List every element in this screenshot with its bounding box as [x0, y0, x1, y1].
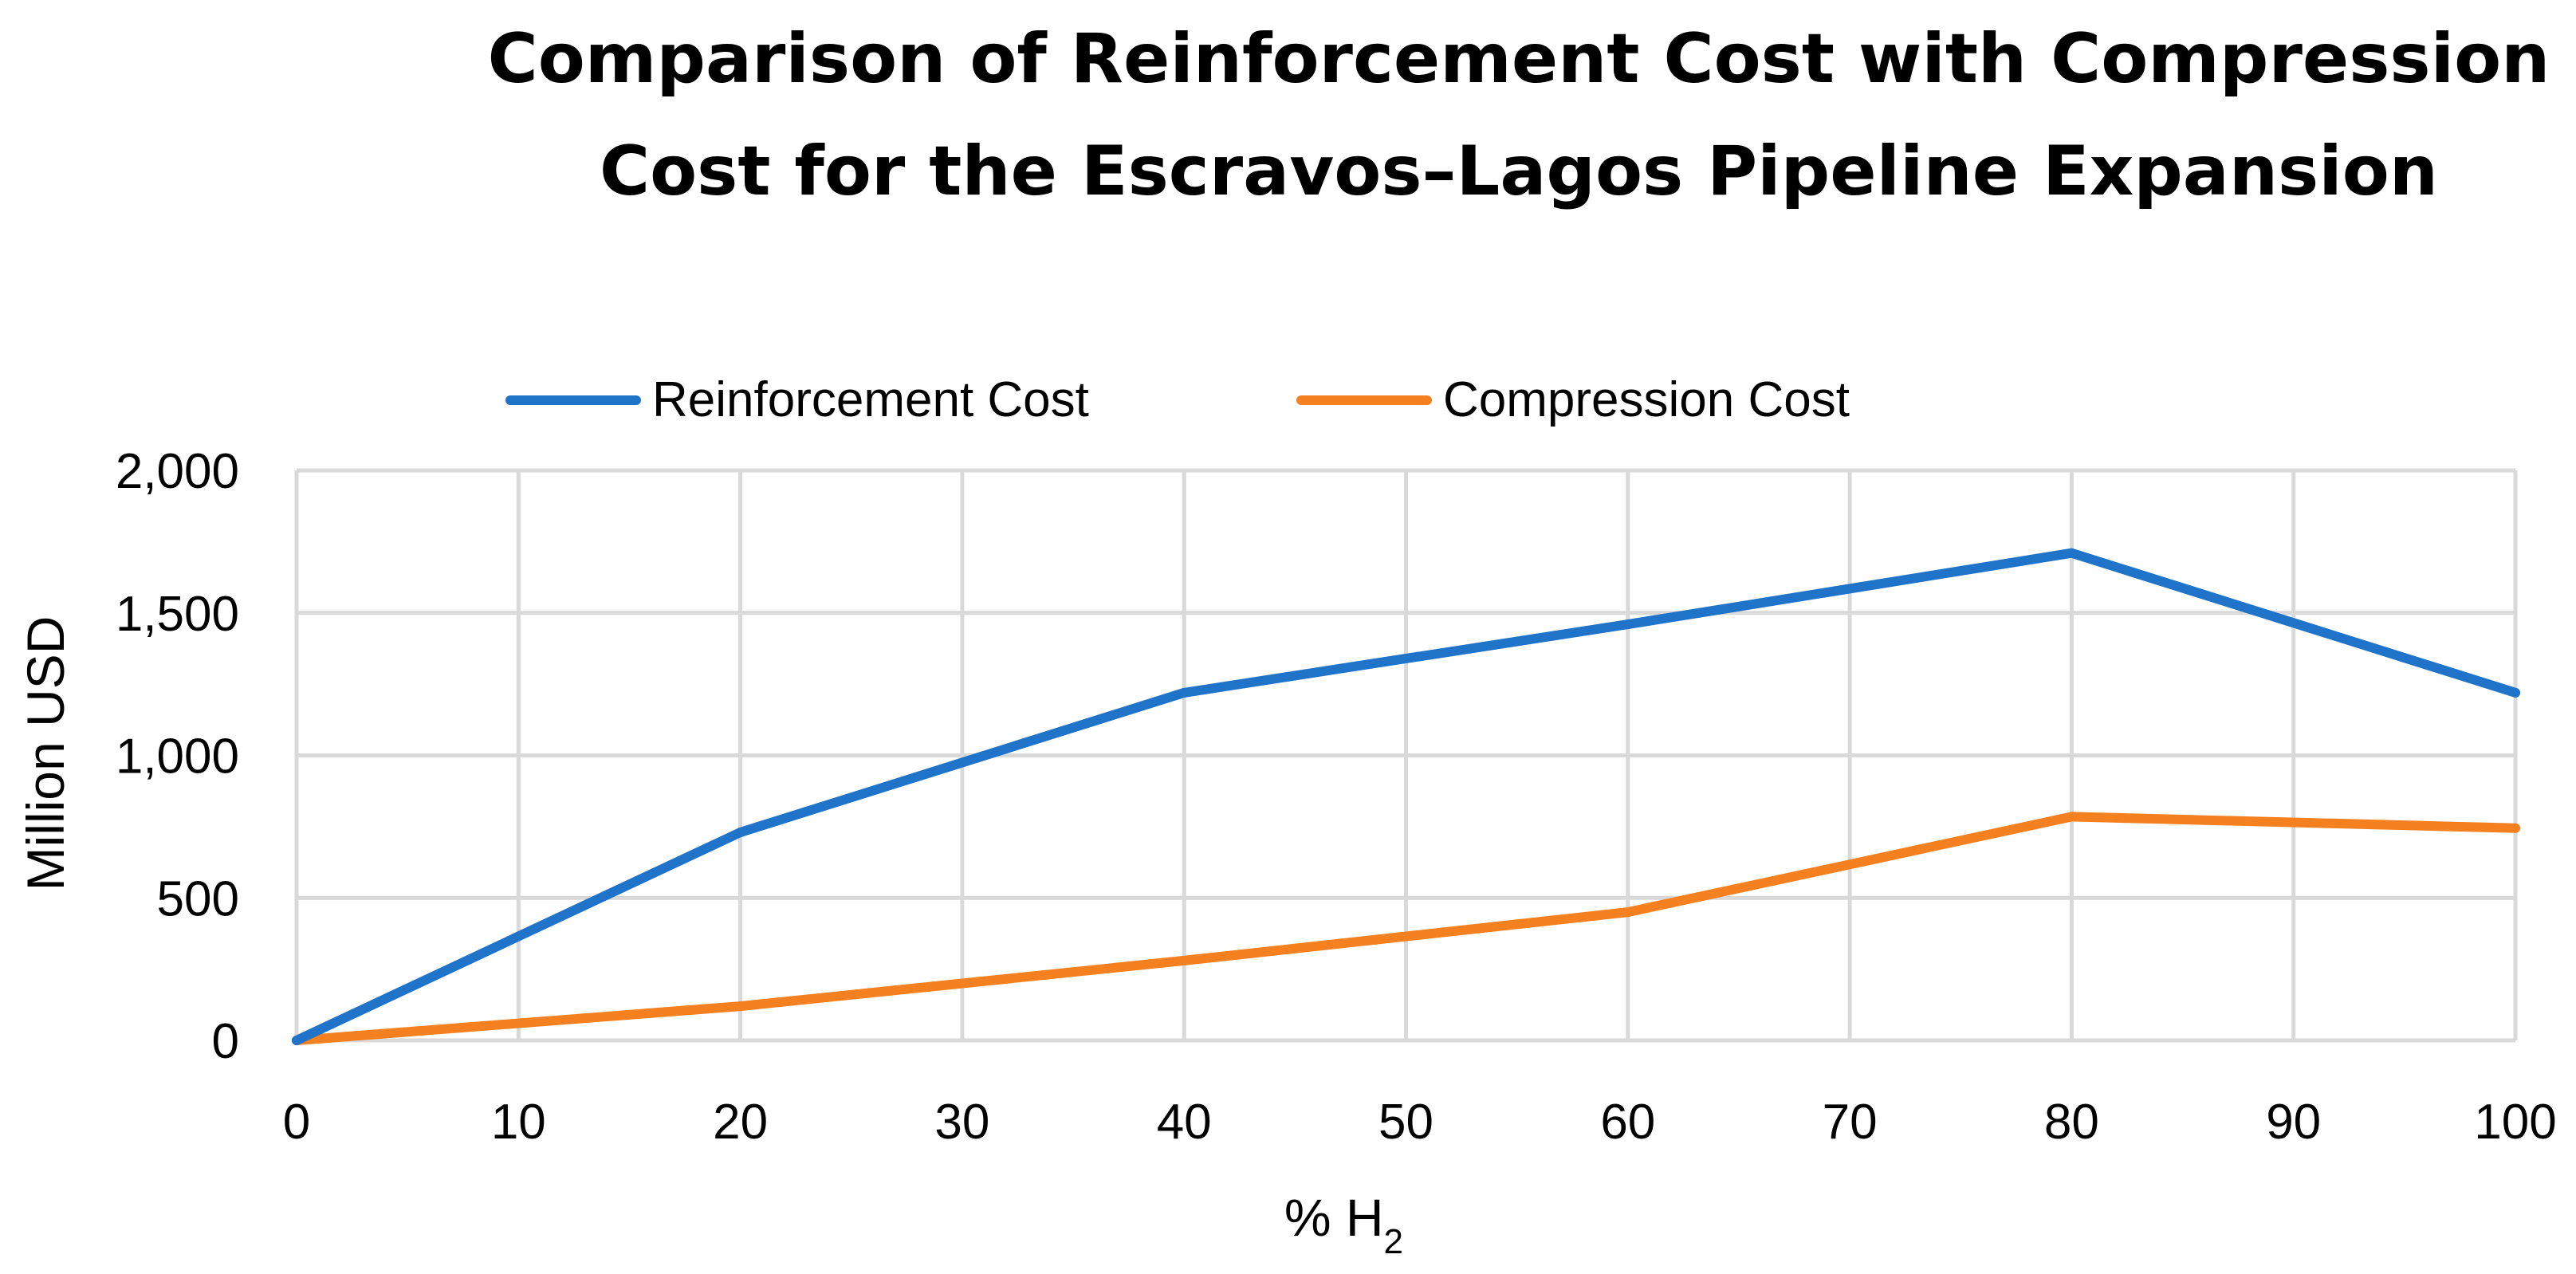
y-tick-label-500: 500 [157, 871, 239, 926]
data-point-compression-cost-60 [1622, 907, 1633, 918]
x-axis-label-subscript: 2 [1384, 1222, 1403, 1261]
series-lines [292, 548, 2520, 1045]
series-line-compression-cost [292, 812, 2520, 1045]
x-tick-label-30: 30 [934, 1095, 989, 1150]
data-point-reinforcement-cost-80 [2067, 548, 2077, 558]
data-point-compression-cost-80 [2067, 812, 2077, 822]
data-point-reinforcement-cost-100 [2511, 687, 2520, 698]
x-tick-label-50: 50 [1378, 1095, 1434, 1150]
x-tick-label-10: 10 [491, 1095, 546, 1150]
x-tick-label-40: 40 [1157, 1095, 1212, 1150]
data-point-reinforcement-cost-40 [1179, 687, 1190, 698]
y-tick-label-1500: 1,500 [116, 587, 239, 642]
legend-label-reinforcement-cost: Reinforcement Cost [652, 372, 1089, 427]
chart-title-line-2: Cost for the Escravos–Lagos Pipeline Exp… [600, 132, 2438, 211]
y-tick-label-2000: 2,000 [116, 444, 239, 499]
legend: Reinforcement Cost Compression Cost [505, 372, 1850, 427]
x-tick-label-60: 60 [1600, 1095, 1655, 1150]
x-axis-ticks: 0 10 20 30 40 50 60 70 80 90 100 [283, 1095, 2557, 1150]
x-axis-label: % H2 [1284, 1188, 1403, 1261]
data-point-compression-cost-20 [735, 1001, 745, 1012]
x-axis-label-main: % H [1284, 1188, 1384, 1247]
series-line-reinforcement-cost [292, 548, 2520, 1045]
data-point-reinforcement-cost-60 [1622, 619, 1633, 630]
x-tick-label-100: 100 [2474, 1095, 2556, 1150]
x-tick-label-20: 20 [713, 1095, 768, 1150]
grid [294, 468, 2518, 1043]
y-axis-ticks: 0 500 1,000 1,500 2,000 [116, 444, 239, 1069]
x-tick-label-90: 90 [2266, 1095, 2321, 1150]
data-point-reinforcement-cost-20 [735, 828, 745, 837]
y-tick-label-1000: 1,000 [116, 729, 239, 784]
legend-label-compression-cost: Compression Cost [1443, 372, 1850, 427]
data-point-compression-cost-100 [2511, 823, 2520, 833]
y-axis-label: Million USD [16, 616, 75, 891]
chart-title-line-1: Comparison of Reinforcement Cost with Co… [488, 19, 2550, 99]
y-tick-label-0: 0 [212, 1014, 239, 1069]
data-point-compression-cost-40 [1179, 955, 1190, 965]
x-tick-label-70: 70 [1823, 1095, 1878, 1150]
x-tick-label-80: 80 [2044, 1095, 2099, 1150]
data-point-reinforcement-cost-0 [292, 1036, 301, 1045]
x-tick-label-0: 0 [283, 1095, 310, 1150]
